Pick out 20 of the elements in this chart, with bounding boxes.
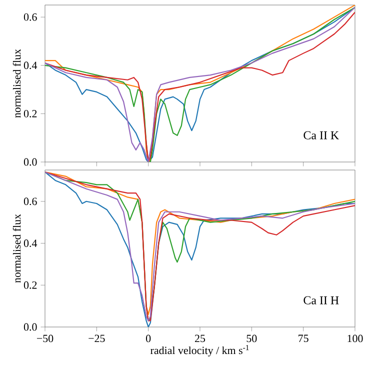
x-tick-label: −50 [37,334,54,342]
y-tick-label: 0.4 [24,62,38,70]
y-tick-label: 0.0 [24,158,38,166]
x-axis-title: radial velocity / km s$^{-1}$ [150,345,249,356]
x-tick-label: 0 [146,334,151,342]
y-tick-label: 0.2 [24,110,37,118]
x-tick-label: 75 [298,334,309,342]
y-axis-title: normalised flux [13,214,21,283]
y-tick-label: 0.6 [24,13,38,21]
y-tick-label: 0.6 [24,198,38,206]
x-tick-label: −25 [88,334,106,342]
x-tick-label: 25 [195,334,206,342]
y-axis-title: normalised flux [13,49,21,118]
y-tick-label: 0.0 [24,323,38,331]
x-tick-label: 50 [247,334,257,342]
annotation: Ca II K [304,131,340,140]
y-tick-label: 0.2 [24,281,37,289]
y-tick-label: 0.4 [24,240,38,247]
x-tick-label: 100 [348,334,364,342]
annotation: Ca II H [304,296,339,304]
